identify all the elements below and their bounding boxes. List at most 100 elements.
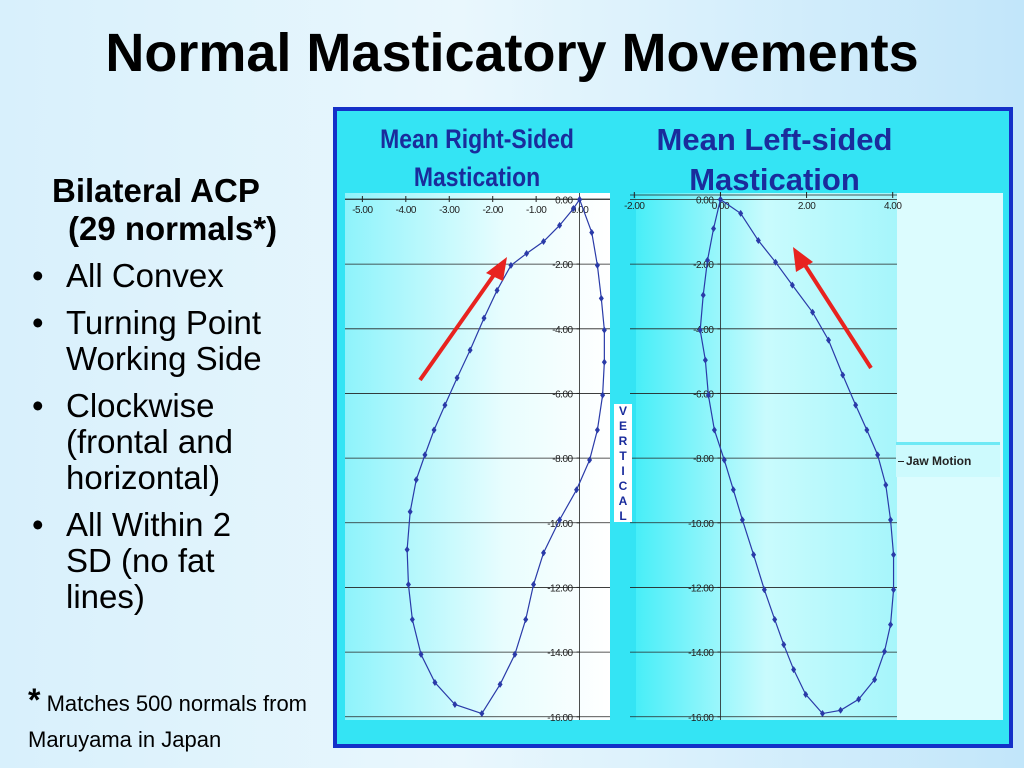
slide-title: Normal Masticatory Movements [105, 23, 919, 83]
data-point [524, 249, 530, 257]
data-point [761, 586, 767, 594]
bullet: All Within 2 SD (no fat lines) [28, 507, 276, 615]
arrow [418, 270, 498, 382]
data-point [442, 401, 448, 409]
data-point [888, 516, 894, 524]
data-line [406, 199, 605, 715]
y-tick-label: -6.00 [693, 389, 714, 400]
data-point [512, 650, 518, 658]
y-tick-label: -2.00 [552, 260, 573, 271]
data-point [739, 516, 745, 524]
data-point [571, 205, 577, 213]
footnote-text: Matches 500 normals from Maruyama in Jap… [28, 691, 308, 752]
data-point [721, 456, 727, 464]
data-point [574, 486, 580, 494]
data-point [730, 486, 736, 494]
arrowhead [486, 257, 507, 281]
data-point [853, 401, 859, 409]
x-tick-label: -2.00 [483, 205, 504, 216]
data-point [598, 294, 604, 302]
y-tick-label: -14.00 [547, 648, 573, 659]
data-point [557, 516, 563, 524]
data-line [699, 198, 895, 715]
data-point [702, 356, 708, 364]
data-point [418, 650, 424, 658]
heading-line: Bilateral ACP [52, 172, 260, 209]
y-tick-label: -8.00 [552, 454, 573, 465]
data-point [882, 647, 888, 655]
data-point [587, 456, 593, 464]
heading-line: (29 normals*) [68, 210, 278, 247]
y-tick-label: -16.00 [688, 713, 714, 724]
x-tick-label: -5.00 [352, 205, 373, 216]
data-point [819, 710, 825, 718]
legend-line [898, 461, 904, 462]
data-point [508, 261, 514, 269]
data-point [422, 451, 428, 459]
x-tick-label: -3.00 [439, 205, 460, 216]
data-point [755, 237, 761, 245]
footnote: * Matches 500 normals from Maruyama in J… [28, 682, 328, 758]
y-tick-label: -4.00 [552, 325, 573, 336]
y-tick-label: -4.00 [693, 325, 714, 336]
data-point [772, 615, 778, 623]
data-point [751, 551, 757, 559]
y-tick-label: -10.00 [547, 519, 573, 530]
data-point [864, 426, 870, 434]
y-tick-label: -2.00 [693, 260, 714, 271]
data-point [577, 195, 583, 203]
footnote-mark: * [28, 682, 41, 718]
arrowhead [793, 247, 813, 272]
data-point [541, 237, 547, 245]
data-point [700, 291, 706, 299]
data-point [891, 586, 897, 594]
data-point [497, 680, 503, 688]
bullet: Turning Point Working Side [28, 305, 296, 377]
x-tick-label: 2.00 [798, 201, 816, 212]
data-point [431, 426, 437, 434]
data-point [479, 710, 485, 718]
data-point [541, 549, 547, 557]
data-point [803, 690, 809, 698]
y-tick-label: -16.00 [547, 713, 573, 724]
y-tick-label: -10.00 [688, 519, 714, 530]
data-point [810, 308, 816, 316]
data-point [481, 314, 487, 322]
data-point [531, 581, 537, 589]
data-point [717, 195, 723, 203]
x-tick-label: 0.00 [571, 205, 589, 216]
data-point [494, 286, 500, 294]
data-point [432, 678, 438, 686]
data-point [883, 481, 889, 489]
y-tick-label: -6.00 [552, 389, 573, 400]
y-axis-label: VERTICAL [614, 404, 632, 524]
data-point [705, 256, 711, 264]
y-tick-label: 0.00 [696, 195, 714, 206]
data-point [773, 258, 779, 266]
data-point [781, 641, 787, 649]
data-point [454, 374, 460, 382]
data-point [409, 615, 415, 623]
heading: Bilateral ACP (29 normals*) [40, 172, 330, 248]
data-point [594, 426, 600, 434]
x-tick-label: -2.00 [624, 201, 645, 212]
y-tick-label: -8.00 [693, 454, 714, 465]
data-point [589, 228, 595, 236]
y-tick-label: -14.00 [688, 648, 714, 659]
data-point [601, 326, 607, 334]
bullet-list: All Convex Turning Point Working Side Cl… [28, 258, 318, 626]
data-point [888, 621, 894, 629]
legend: Jaw Motion [896, 442, 1000, 477]
x-tick-label: 4.00 [884, 201, 902, 212]
x-tick-label: -1.00 [526, 205, 547, 216]
data-point [791, 666, 797, 674]
y-tick-label: -12.00 [688, 583, 714, 594]
data-point [711, 426, 717, 434]
data-point [875, 451, 881, 459]
data-point [413, 476, 419, 484]
bullet: All Convex [28, 258, 318, 295]
data-point [452, 700, 458, 708]
y-tick-label: 0.00 [555, 195, 573, 206]
